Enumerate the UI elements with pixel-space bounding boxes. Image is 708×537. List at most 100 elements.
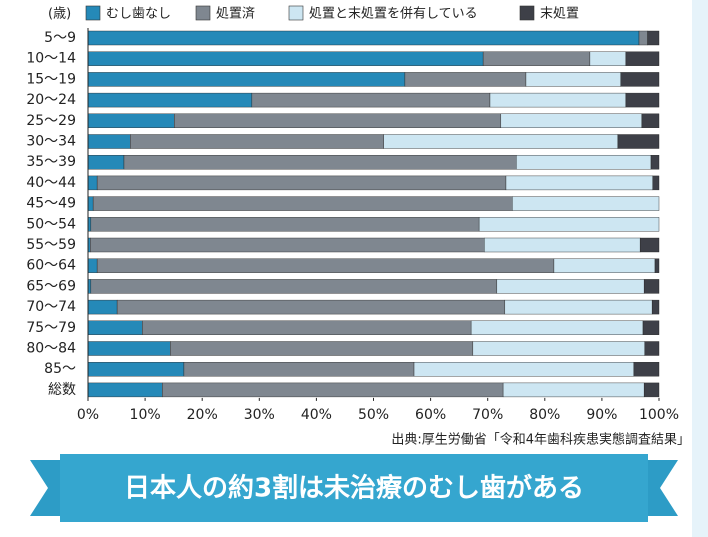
y-tick-label: 75～79 [26,320,76,336]
y-tick-label: 70～74 [26,299,76,315]
source: 出典:厚生労働省「令和4年歯科疾患実態調査結果」 [391,432,690,448]
x-tick-label: 30% [244,407,275,423]
y-tick-label: 40～44 [26,175,76,191]
bar-segment [87,258,98,273]
x-tick-label: 90% [586,407,617,423]
bar-segment [162,382,504,398]
bar-segment [90,279,498,294]
bar-segment [90,217,480,232]
bar-segment [642,320,660,335]
bar-segment [87,30,640,46]
x-tick-label: 10% [130,407,161,423]
bar-segment [644,341,660,356]
x-tick-label: 20% [187,407,218,423]
bar-segment [87,134,131,149]
x-tick-label: 80% [529,407,560,423]
x-tick-label: 0% [77,407,99,423]
bar-segment [525,72,621,87]
bar-segment [87,362,185,377]
x-tick-label: 60% [415,407,446,423]
bar-segment [183,362,415,377]
legend-swatch [195,5,211,21]
bar-segment [641,113,660,129]
x-tick-label: 70% [472,407,503,423]
bar-segment [404,72,527,87]
bar-segment [251,92,491,108]
y-tick-label: 5～9 [44,30,76,46]
bar-segment [87,299,118,315]
x-tick-label: 50% [358,407,389,423]
bar-segment [651,299,660,315]
bar-segment [87,51,484,66]
bar-segment [142,320,472,335]
bar-segment [504,299,653,315]
y-tick-label: 10～14 [26,51,76,67]
bar-segment [654,258,660,273]
bar-segment [472,341,645,356]
bar-segment [478,217,660,232]
y-tick-label: 45～49 [26,196,76,212]
bar-segment [553,258,656,273]
y-tick-label: 30～34 [26,134,76,150]
bar-segment [87,196,94,211]
bar-segment [482,51,591,66]
banner-body [60,454,648,522]
bar-segment [87,113,175,129]
bar-segment [625,51,660,66]
y-tick-label: 50～54 [26,216,76,232]
bar-segment [643,279,660,294]
bar-segment [123,154,517,170]
y-tick-label: 35～39 [26,154,76,170]
y-tick-label: 15～19 [26,71,76,87]
bar-segment [87,382,163,398]
bar-segment [516,154,652,170]
bar-segment [589,51,627,66]
banner-text: 日本人の約3割は未治療のむし歯がある [124,473,584,504]
bar-segment [643,382,660,398]
x-tick-label: 100% [639,407,679,423]
bar-segment [87,175,98,191]
bar-segment [87,341,171,356]
bar-segment [470,320,644,335]
y-tick-label: 20～24 [26,92,76,108]
x-tick-label: 40% [301,407,332,423]
bar-segment [489,92,627,108]
bar-segment [512,196,660,211]
bar-segment [617,134,660,149]
bar-segment [87,320,143,335]
y-tick-label: 60～64 [26,258,76,274]
bar-segment [620,72,660,87]
bar-segment [500,113,643,129]
bar-segment [116,299,506,315]
bar-segment [647,30,660,46]
bar-segment [87,92,253,108]
legend-swatch [288,5,304,21]
y-tick-label: 25～29 [26,113,76,129]
legend-label: 処置と末処置を併有している [309,7,478,22]
bar-segment [90,237,485,253]
legend-swatch [85,5,101,21]
legend-label: 処置済 [216,6,255,22]
bar-segment [638,30,648,46]
bar-segment [505,175,653,191]
bar-segment [174,113,502,129]
side-strip [692,0,708,537]
bar-segment [625,92,660,108]
bar-segment [96,258,555,273]
bar-segment [92,196,513,211]
bar-segment [650,154,660,170]
y-tick-label: 65～69 [26,278,76,294]
bar-segment [87,154,125,170]
bar-segment [639,237,660,253]
bar-segment [496,279,645,294]
bar-segment [96,175,507,191]
y-tick-label: 総数 [48,382,76,398]
legend-swatch [519,5,535,21]
legend-label: むし歯なし [106,7,171,22]
y-tick-label: 80～84 [26,341,76,357]
bar-segment [633,362,660,377]
bar-segment [383,134,619,149]
legend-label: 末処置 [540,7,579,22]
bar-segment [87,72,406,87]
